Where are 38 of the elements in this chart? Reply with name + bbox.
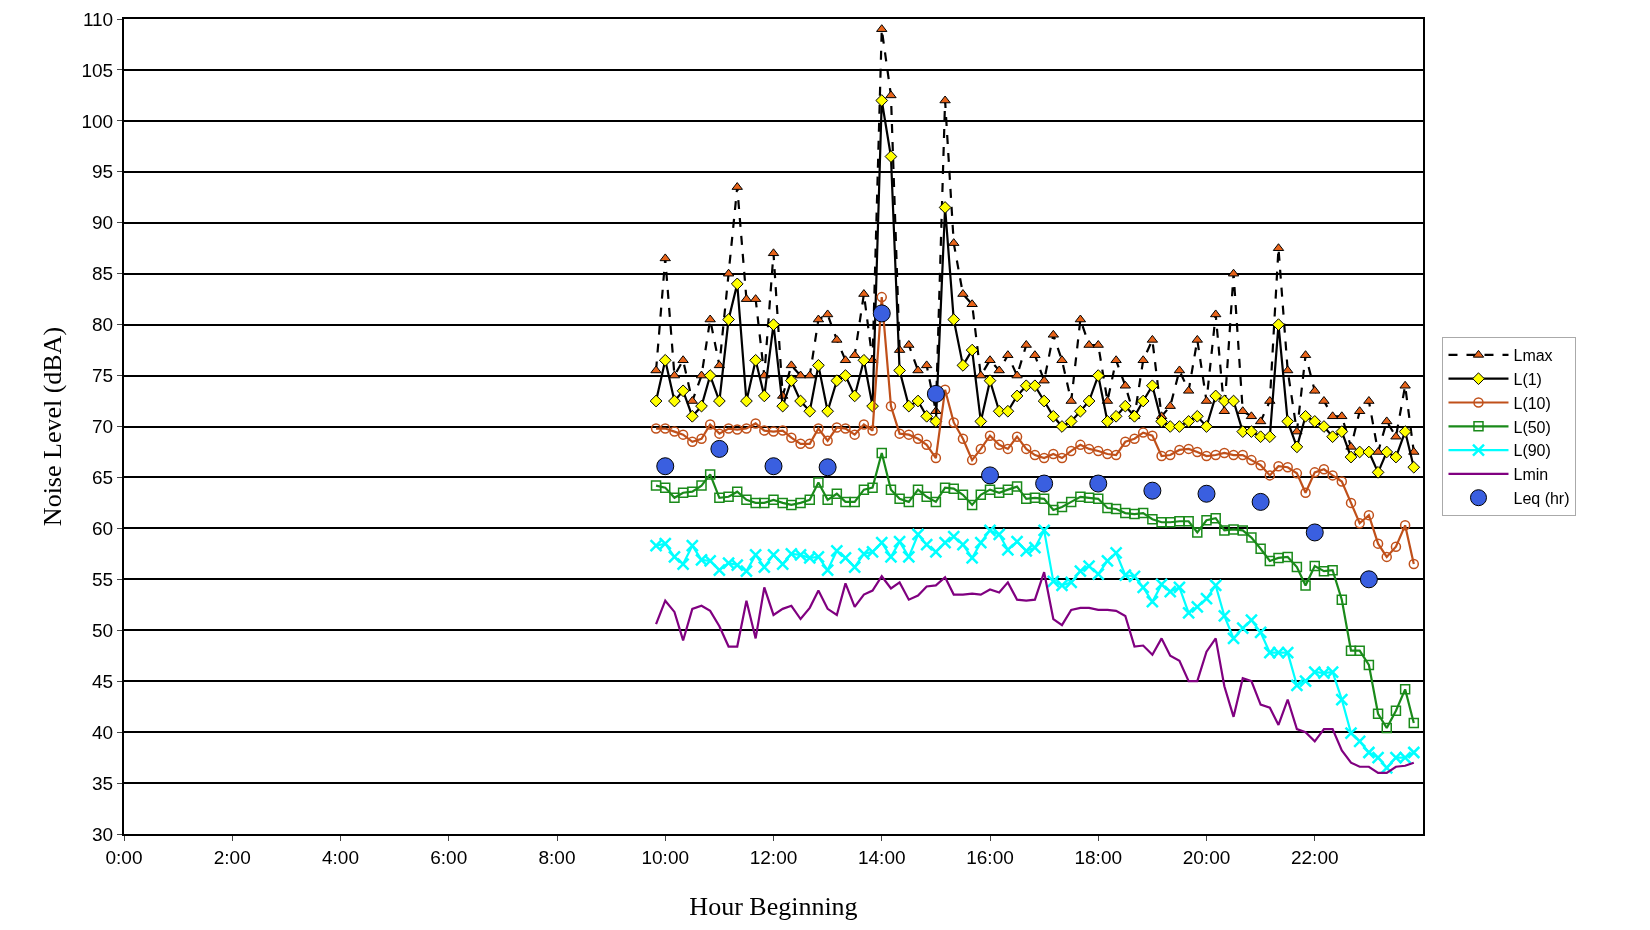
x-tick-label: 20:00 <box>1182 846 1231 868</box>
x-axis-title: Hour Beginning <box>689 892 858 921</box>
x-tick-label: 2:00 <box>213 846 251 868</box>
x-tick-label: 0:00 <box>105 846 143 868</box>
x-tick-label: 8:00 <box>538 846 576 868</box>
y-tick-label: 75 <box>92 365 114 387</box>
legend-label: Lmin <box>1513 466 1549 484</box>
y-tick-label: 35 <box>92 772 114 794</box>
legend-label: L(1) <box>1513 370 1542 388</box>
y-tick-label: 65 <box>92 467 114 489</box>
y-tick-label: 55 <box>92 568 114 590</box>
y-tick-label: 110 <box>82 8 114 30</box>
legend-label: L(50) <box>1513 418 1551 436</box>
y-axis-title: Noise Level (dBA) <box>38 326 68 527</box>
y-tick-label: 70 <box>92 416 114 438</box>
y-tick-label: 100 <box>81 110 114 132</box>
y-tick-label: 40 <box>92 721 114 743</box>
x-tick-label: 14:00 <box>857 846 906 868</box>
y-tick-label: 85 <box>92 263 114 285</box>
y-tick-label: 90 <box>92 212 114 234</box>
legend-label: Leq (hr) <box>1513 489 1570 507</box>
y-tick-label: 60 <box>92 518 114 540</box>
y-tick-label: 105 <box>81 59 114 81</box>
y-tick-label: 95 <box>92 161 114 183</box>
y-tick-label: 50 <box>92 619 114 641</box>
x-tick-label: 6:00 <box>430 846 468 868</box>
legend-label: Lmax <box>1513 347 1553 365</box>
x-tick-label: 4:00 <box>322 846 359 868</box>
x-tick-label: 10:00 <box>641 846 690 868</box>
legend-label: L(90) <box>1513 442 1551 460</box>
legend-label: L(10) <box>1513 394 1551 412</box>
y-tick-label: 80 <box>92 314 114 336</box>
x-tick-label: 12:00 <box>749 846 798 868</box>
y-tick-label: 45 <box>92 670 114 692</box>
x-tick-label: 22:00 <box>1290 846 1339 868</box>
x-tick-label: 16:00 <box>966 846 1014 868</box>
x-tick-label: 18:00 <box>1074 846 1123 868</box>
y-tick-label: 30 <box>92 823 114 845</box>
